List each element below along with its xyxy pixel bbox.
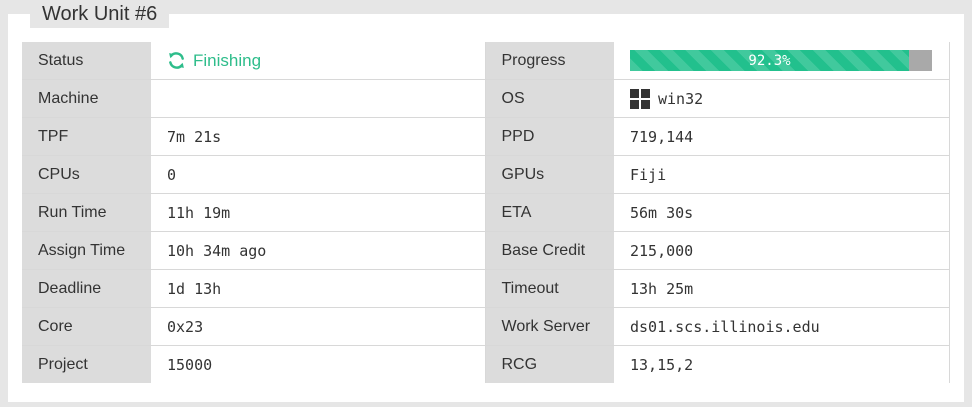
table-row: TPF 7m 21s PPD 719,144 xyxy=(22,117,950,156)
deadline-label: Deadline xyxy=(22,269,151,308)
table-row: Project 15000 RCG 13,15,2 xyxy=(22,345,950,383)
os-label: OS xyxy=(485,79,614,118)
table-row: Machine OS win32 xyxy=(22,79,950,118)
assign-time-value: 10h 34m ago xyxy=(151,231,486,270)
run-time-value: 11h 19m xyxy=(151,193,486,232)
eta-label: ETA xyxy=(485,193,614,232)
eta-value: 56m 30s xyxy=(614,193,950,232)
work-server-value: ds01.scs.illinois.edu xyxy=(614,307,950,346)
gpus-value: Fiji xyxy=(614,155,950,194)
table-row: Run Time 11h 19m ETA 56m 30s xyxy=(22,193,950,232)
assign-time-label: Assign Time xyxy=(22,231,151,270)
core-label: Core xyxy=(22,307,151,346)
timeout-label: Timeout xyxy=(485,269,614,308)
rcg-value: 13,15,2 xyxy=(614,345,950,383)
base-credit-value: 215,000 xyxy=(614,231,950,270)
cpus-label: CPUs xyxy=(22,155,151,194)
os-value: win32 xyxy=(614,79,950,118)
cpus-value: 0 xyxy=(151,155,486,194)
ppd-value: 719,144 xyxy=(614,117,950,156)
windows-icon xyxy=(630,88,650,109)
gpus-label: GPUs xyxy=(485,155,614,194)
tpf-label: TPF xyxy=(22,117,151,156)
machine-label: Machine xyxy=(22,79,151,118)
project-label: Project xyxy=(22,345,151,383)
project-value: 15000 xyxy=(151,345,486,383)
work-server-label: Work Server xyxy=(485,307,614,346)
progress-value: 92.3% xyxy=(614,42,950,80)
machine-value xyxy=(151,79,486,118)
table-row: Assign Time 10h 34m ago Base Credit 215,… xyxy=(22,231,950,270)
progress-bar: 92.3% xyxy=(630,50,932,71)
status-text: Finishing xyxy=(193,50,262,70)
progress-label: Progress xyxy=(485,42,614,80)
status-value: Finishing xyxy=(151,42,486,80)
table-row: CPUs 0 GPUs Fiji xyxy=(22,155,950,194)
table-row: Deadline 1d 13h Timeout 13h 25m xyxy=(22,269,950,308)
panel-title: Work Unit #6 xyxy=(30,0,170,28)
ppd-label: PPD xyxy=(485,117,614,156)
status-label: Status xyxy=(22,42,151,80)
os-text: win32 xyxy=(658,89,704,108)
base-credit-label: Base Credit xyxy=(485,231,614,270)
deadline-value: 1d 13h xyxy=(151,269,486,308)
run-time-label: Run Time xyxy=(22,193,151,232)
work-unit-table: Status Finishing Progress 92.3% xyxy=(22,42,950,383)
tpf-value: 7m 21s xyxy=(151,117,486,156)
table-row: Status Finishing Progress 92.3% xyxy=(22,42,950,80)
rcg-label: RCG xyxy=(485,345,614,383)
progress-fill xyxy=(630,50,909,71)
progress-text: 92.3% xyxy=(748,52,791,69)
refresh-icon xyxy=(169,52,184,69)
core-value: 0x23 xyxy=(151,307,486,346)
timeout-value: 13h 25m xyxy=(614,269,950,308)
table-row: Core 0x23 Work Server ds01.scs.illinois.… xyxy=(22,307,950,346)
